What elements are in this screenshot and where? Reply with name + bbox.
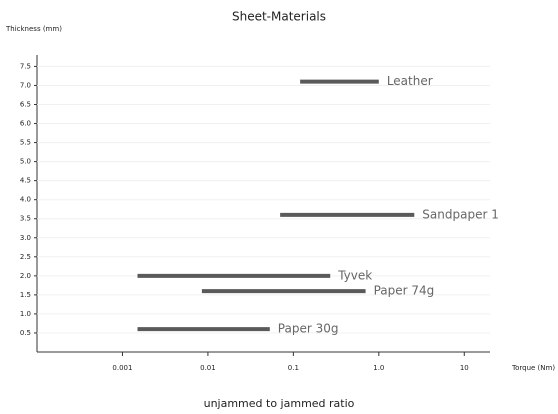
y-tick-label: 6.0: [20, 120, 31, 128]
y-tick-label: 7.5: [20, 62, 31, 70]
x-tick-label: 1.0: [373, 364, 384, 372]
x-tick-label: 10: [460, 364, 469, 372]
y-tick-label: 5.5: [20, 139, 31, 147]
y-tick-label: 6.5: [20, 101, 31, 109]
y-tick-label: 1.0: [20, 310, 31, 318]
x-tick-label: 0.001: [112, 364, 132, 372]
x-tick-label: 0.01: [200, 364, 216, 372]
x-tick-label: 0.1: [288, 364, 299, 372]
y-tick-label: 4.5: [20, 177, 31, 185]
y-tick-label: 3.5: [20, 215, 31, 223]
bar-label: Leather: [387, 74, 433, 88]
bar-label: Tyvek: [337, 268, 372, 282]
y-tick-label: 1.5: [20, 291, 31, 299]
chart-title: Sheet-Materials: [232, 10, 326, 24]
bar-label: Paper 74g: [374, 284, 435, 298]
y-tick-label: 0.5: [20, 329, 31, 337]
bar-label: Paper 30g: [278, 322, 339, 336]
x-axis-label: Torque (Nm): [511, 364, 555, 372]
y-axis-label: Thickness (mm): [5, 25, 62, 33]
caption: unjammed to jammed ratio: [204, 397, 355, 410]
y-tick-label: 5.0: [20, 158, 31, 166]
y-tick-label: 2.0: [20, 272, 31, 280]
y-tick-label: 2.5: [20, 253, 31, 261]
y-tick-label: 4.0: [20, 196, 31, 204]
y-tick-label: 7.0: [20, 81, 31, 89]
bar-label: Sandpaper 1: [422, 207, 499, 221]
y-tick-label: 3.0: [20, 234, 31, 242]
